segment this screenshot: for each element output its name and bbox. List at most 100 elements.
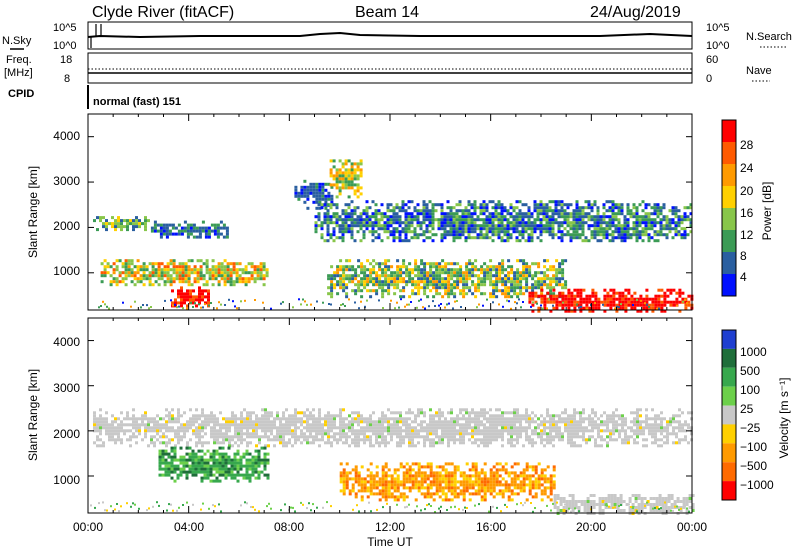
power-echo-cell (330, 274, 334, 278)
velocity-echo-cell (224, 476, 228, 480)
power-echo-cell (153, 229, 157, 233)
power-echo-cell (112, 277, 116, 281)
velocity-echo-cell (357, 411, 360, 415)
velocity-echo-cell (291, 429, 294, 433)
power-echo-cell (477, 277, 481, 281)
velocity-echo-cell (525, 438, 528, 442)
power-echo-cell (330, 295, 334, 299)
power-echo-cell (115, 259, 119, 263)
power-panel: 4000 3000 2000 1000 Slant Range [km] Pow… (26, 113, 774, 313)
power-echo-cell (294, 188, 298, 192)
power-ground-speckle (148, 307, 150, 310)
power-echo-cell (374, 209, 378, 213)
velocity-echo-cell (366, 495, 370, 499)
power-echo-cell (411, 283, 415, 287)
power-ground-speckle (342, 303, 344, 306)
power-echo-cell (645, 297, 649, 301)
power-echo-cell (638, 230, 642, 234)
power-echo-cell (381, 268, 385, 272)
velocity-echo-cell (486, 411, 489, 415)
power-echo-cell (410, 215, 414, 219)
power-echo-cell (443, 230, 447, 234)
power-echo-cell (428, 224, 432, 228)
velocity-echo-cell (396, 483, 400, 487)
power-echo-cell (392, 221, 396, 225)
power-echo-cell (503, 209, 507, 213)
velocity-echo-cell (218, 455, 222, 459)
power-echo-cell (432, 283, 436, 287)
power-echo-cell (623, 239, 627, 243)
velocity-echo-cell (213, 438, 216, 442)
velocity-echo-cell (321, 432, 324, 436)
power-echo-cell (187, 268, 191, 272)
velocity-echo-cell (257, 470, 261, 474)
velocity-echo-cell (242, 455, 246, 459)
velocity-echo-cell (251, 461, 255, 465)
power-echo-cell (315, 194, 319, 198)
velocity-echo-cell (260, 458, 264, 462)
power-echo-cell (326, 227, 330, 231)
power-echo-cell (608, 209, 612, 213)
velocity-echo-cell (546, 414, 549, 418)
velocity-echo-cell (363, 432, 366, 436)
velocity-echo-cell (219, 435, 222, 439)
power-echo-cell (630, 300, 634, 304)
velocity-echo-cell (396, 489, 400, 493)
power-echo-cell (204, 229, 208, 233)
power-echo-cell (665, 224, 669, 228)
power-echo-cell (602, 215, 606, 219)
velocity-echo-cell (261, 423, 264, 427)
power-echo-cell (350, 177, 354, 181)
velocity-echo-cell (342, 474, 346, 478)
power-echo-cell (369, 268, 373, 272)
power-echo-cell (410, 212, 414, 216)
velocity-echo-cell (429, 408, 432, 412)
power-echo-cell (470, 215, 474, 219)
velocity-echo-cell (660, 444, 663, 448)
velocity-echo-cell (384, 477, 388, 481)
power-echo-cell (500, 236, 504, 240)
power-echo-cell (347, 203, 351, 207)
power-echo-cell (665, 227, 669, 231)
power-echo-cell (630, 297, 634, 301)
power-echo-cell (423, 277, 427, 281)
power-echo-cell (491, 239, 495, 243)
velocity-echo-cell (209, 473, 213, 477)
velocity-echo-cell (390, 438, 393, 442)
power-echo-cell (138, 219, 141, 223)
power-echo-cell (180, 298, 183, 302)
power-echo-cell (259, 274, 263, 278)
power-echo-cell (157, 277, 161, 281)
power-echo-cell (461, 233, 465, 237)
velocity-echo-cell (477, 438, 480, 442)
velocity-echo-cell (170, 455, 174, 459)
power-ground-speckle (520, 306, 522, 309)
power-echo-cell (180, 289, 183, 293)
power-echo-cell (198, 295, 201, 299)
velocity-echo-cell (234, 414, 237, 418)
power-echo-cell (497, 227, 501, 231)
velocity-echo-cell (285, 408, 288, 412)
velocity-echo-cell (660, 423, 663, 427)
power-echo-cell (654, 294, 658, 298)
power-echo-cell (540, 294, 544, 298)
power-echo-cell (662, 206, 666, 210)
velocity-echo-cell (291, 444, 294, 448)
velocity-echo-cell (249, 441, 252, 445)
velocity-echo-cell (345, 483, 349, 487)
velocity-echo-cell (200, 470, 204, 474)
power-echo-cell (662, 233, 666, 237)
power-echo-cell (154, 280, 158, 284)
power-echo-cell (378, 265, 382, 269)
power-echo-cell (363, 283, 367, 287)
power-echo-cell (250, 262, 254, 266)
power-ground-speckle (172, 304, 174, 307)
power-echo-cell (183, 292, 186, 296)
power-echo-cell (447, 268, 451, 272)
velocity-echo-cell (179, 458, 183, 462)
power-echo-cell (672, 288, 676, 292)
power-echo-cell (668, 209, 672, 213)
power-echo-cell (485, 227, 489, 231)
power-echo-cell (572, 233, 576, 237)
power-echo-cell (633, 291, 637, 295)
